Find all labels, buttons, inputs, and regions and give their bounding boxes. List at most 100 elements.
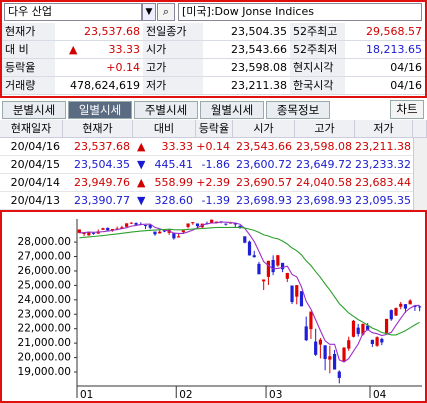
column-header: 현재가 [63, 120, 133, 138]
quote-panel [0, 0, 427, 98]
candle-body [370, 339, 374, 344]
tab[interactable]: 일별시세 [68, 101, 132, 119]
y-tick-label: 23,000.00 [18, 308, 71, 320]
candle-body [87, 231, 91, 236]
tab[interactable]: 주별시세 [134, 101, 198, 119]
value-cell: 328.60 [133, 192, 196, 210]
column-header: 대비 [133, 120, 196, 138]
candle-body [418, 306, 422, 308]
value-cell: 33.33 [133, 138, 196, 156]
y-tick-label: 26,000.00 [18, 265, 71, 277]
y-tick-label: 25,000.00 [18, 279, 71, 291]
value-cell: +0.14 [196, 138, 233, 156]
candle-body [399, 303, 403, 307]
change-arrow: ▲ [69, 43, 78, 56]
candle-body [413, 305, 417, 307]
info-label: 한국시각 [290, 77, 345, 95]
candle-body [375, 337, 379, 346]
value-cell: 23,698.93 [295, 192, 355, 210]
info-label: 현재가 [2, 23, 55, 41]
scrollbar[interactable] [413, 138, 427, 210]
candle-body [134, 223, 138, 225]
value-cell: 23,649.72 [295, 156, 355, 174]
info-label: 저가 [143, 77, 203, 95]
info-label: 거래량 [2, 77, 55, 95]
candle-body [384, 318, 389, 334]
value-cell: 23,211.38 [355, 138, 413, 156]
info-value: 18,213.65 [345, 41, 425, 59]
candle-body [101, 228, 105, 230]
candle-body [162, 230, 167, 232]
candle-body [276, 255, 280, 266]
value-cell: 23,600.72 [233, 156, 295, 174]
x-tick-label: 03 [269, 389, 282, 401]
column-header: 저가 [355, 120, 413, 138]
tab[interactable]: 분별시세 [2, 101, 66, 119]
candle-body [290, 285, 294, 302]
value-cell: 23,698.93 [233, 192, 295, 210]
info-value: 04/16 [345, 59, 425, 77]
x-tick-label: 01 [80, 389, 93, 401]
candle-body [280, 262, 285, 270]
candle-body [257, 263, 261, 275]
info-label: 고가 [143, 59, 203, 77]
candle-body [125, 223, 129, 227]
candle-body [214, 221, 219, 223]
value-cell: 23,095.35 [355, 192, 413, 210]
y-tick-label: 27,000.00 [18, 251, 71, 263]
candle-body [158, 231, 162, 234]
value-cell: 23,683.44 [355, 174, 413, 192]
candle-body [394, 308, 398, 316]
info-value: 29,568.57 [345, 23, 425, 41]
candle-body [143, 225, 148, 227]
chart-button[interactable]: 차트 [390, 100, 424, 119]
info-value: 23,598.08 [203, 59, 290, 77]
candle-body [252, 255, 256, 258]
candle-body [266, 260, 271, 277]
info-value: 33.33 [55, 41, 143, 59]
candle-body [195, 223, 200, 227]
info-value: 23,211.38 [203, 77, 290, 95]
info-label: 52주최고 [290, 23, 345, 41]
info-label: 시가 [143, 41, 203, 59]
search-button[interactable]: ⌕ [157, 3, 175, 21]
column-header: 등락율 [196, 120, 233, 138]
candle-body [366, 325, 370, 330]
column-header: 시가 [233, 120, 295, 138]
header-filler [413, 120, 427, 138]
candle-body [153, 231, 157, 235]
dropdown[interactable]: ▼ [142, 3, 156, 21]
value-cell: 24,040.58 [295, 174, 355, 192]
candle-body [347, 340, 351, 349]
candle-body [129, 222, 133, 224]
date-cell: 20/04/15 [0, 156, 63, 174]
column-header: 현재일자 [0, 120, 63, 138]
value-cell: +2.39 [196, 174, 233, 192]
candle-body [328, 356, 332, 360]
symbol-input[interactable]: 다우 산업 [4, 3, 142, 21]
candle-body [380, 338, 384, 343]
value-cell: 23,690.57 [233, 174, 295, 192]
candle-body [342, 347, 346, 362]
value-cell: 23,598.08 [295, 138, 355, 156]
candle-body [332, 353, 337, 370]
candle-body [403, 304, 408, 309]
candle-body [238, 225, 242, 228]
y-tick-label: 21,000.00 [18, 337, 71, 349]
candle-body [314, 341, 318, 355]
candle-body [318, 339, 322, 345]
info-label: 대 비 [2, 41, 55, 59]
info-value: 23,537.68 [55, 23, 143, 41]
candle-body [172, 233, 176, 239]
tab[interactable]: 월별시세 [200, 101, 264, 119]
value-cell: 23,504.35 [63, 156, 133, 174]
candle-body [224, 223, 228, 225]
candle-body [106, 227, 110, 231]
tab[interactable]: 종목정보 [266, 101, 330, 119]
value-cell: 23,949.76 [63, 174, 133, 192]
value-cell: 23,390.77 [63, 192, 133, 210]
candle-body [337, 371, 341, 378]
candle-body [91, 232, 96, 234]
candle-body [181, 230, 185, 233]
candle-body [408, 300, 412, 305]
